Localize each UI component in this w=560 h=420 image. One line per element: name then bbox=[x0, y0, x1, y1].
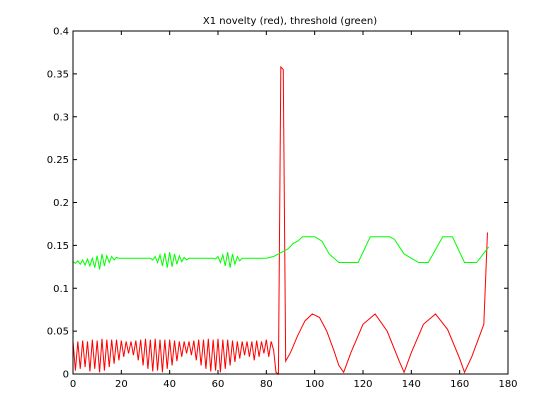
x-tick-label-7: 140 bbox=[402, 379, 421, 390]
x-tick-label-0: 0 bbox=[70, 379, 76, 390]
series-layer bbox=[72, 65, 490, 375]
x-tick-label-3: 60 bbox=[212, 379, 225, 390]
plot-area-frame bbox=[72, 30, 509, 375]
y-tick-label-8: 0.4 bbox=[53, 27, 69, 38]
y-tick-label-5: 0.25 bbox=[47, 155, 69, 166]
y-tick-label-1: 0.05 bbox=[47, 327, 69, 338]
y-axis-ticks: 0 0.05 0.1 0.15 0.2 0.25 0.3 0.35 0.4 bbox=[47, 27, 508, 381]
x-tick-label-6: 120 bbox=[353, 379, 372, 390]
x-tick-label-4: 80 bbox=[260, 379, 273, 390]
x-tick-label-8: 160 bbox=[450, 379, 469, 390]
x-tick-label-5: 100 bbox=[305, 379, 324, 390]
series-line-0 bbox=[72, 65, 488, 375]
series-line-1 bbox=[72, 236, 490, 270]
chart-title: X1 novelty (red), threshold (green) bbox=[203, 16, 377, 27]
x-axis-ticks: 0 20 40 60 80 100 120 140 160 180 bbox=[70, 31, 518, 390]
x-tick-label-1: 20 bbox=[115, 379, 128, 390]
plot-area-background bbox=[73, 31, 508, 374]
y-tick-label-7: 0.35 bbox=[47, 69, 69, 80]
x-tick-label-2: 40 bbox=[163, 379, 176, 390]
y-tick-label-2: 0.1 bbox=[53, 284, 69, 295]
y-tick-label-0: 0 bbox=[63, 370, 69, 381]
y-tick-label-6: 0.3 bbox=[53, 112, 69, 123]
y-tick-label-4: 0.2 bbox=[53, 198, 69, 209]
x-tick-label-9: 180 bbox=[498, 379, 517, 390]
y-tick-label-3: 0.15 bbox=[47, 241, 69, 252]
